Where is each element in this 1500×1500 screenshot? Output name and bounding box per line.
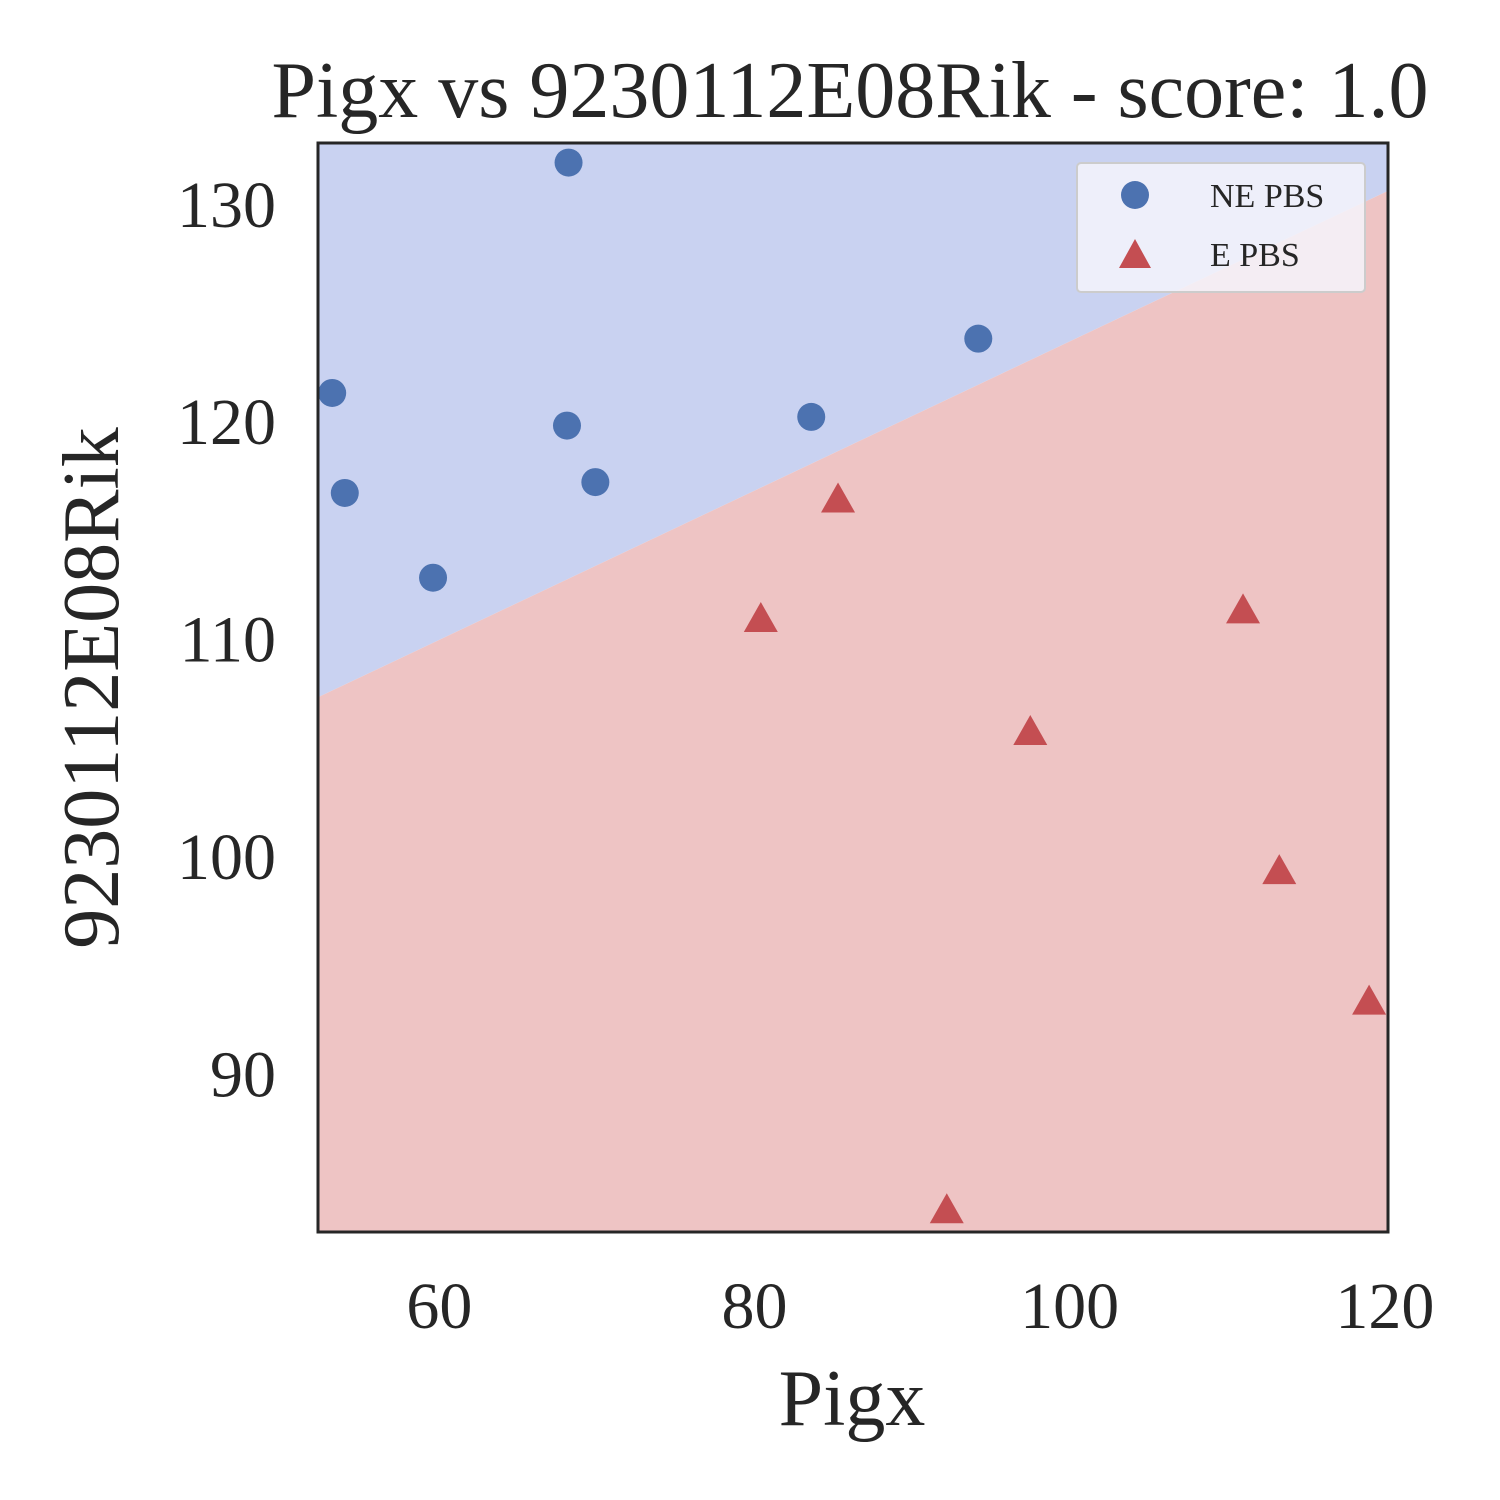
e-pbs-point-3: [1013, 715, 1048, 746]
y-axis-ticks: 90 100 110 120 130: [177, 169, 276, 1111]
y-tick-label-90: 90: [210, 1038, 276, 1111]
y-tick-label-120: 120: [177, 386, 276, 459]
data-points: [318, 148, 1387, 1224]
x-tick-label-120: 120: [1335, 1270, 1434, 1343]
x-axis-ticks: 60 80 100 120: [406, 1270, 1434, 1343]
y-axis-label: 9230112E08Rik: [48, 427, 136, 948]
ne-pbs-point-6: [797, 402, 826, 431]
legend: NE PBS E PBS: [1076, 162, 1366, 293]
e-pbs-point-6: [929, 1193, 964, 1224]
e-pbs-point-4: [1262, 854, 1297, 885]
decision-regions: [318, 143, 1388, 1233]
ne-pbs-point-2: [330, 478, 359, 507]
ne-pbs-point-7: [964, 324, 993, 353]
ne-pbs-point-4: [581, 468, 610, 497]
x-tick-label-60: 60: [406, 1270, 472, 1343]
ne-pbs-point-5: [419, 563, 448, 592]
e-pbs-point-1: [743, 602, 778, 633]
plot-frame: [316, 141, 1390, 1234]
y-tick-label-110: 110: [179, 604, 276, 677]
e-pbs-point-0: [821, 482, 856, 513]
x-axis-label: Pigx: [779, 1355, 926, 1443]
legend-label-e-pbs: E PBS: [1210, 237, 1300, 274]
e-pbs-point-5: [1352, 984, 1387, 1015]
y-tick-label-130: 130: [177, 169, 276, 242]
x-tick-label-80: 80: [722, 1270, 788, 1343]
x-tick-label-100: 100: [1020, 1270, 1119, 1343]
y-tick-label-100: 100: [177, 821, 276, 894]
e-pbs-point-2: [1226, 593, 1261, 624]
chart-title: Pigx vs 9230112E08Rik - score: 1.0: [272, 47, 1429, 135]
ne-pbs-point-0: [554, 148, 583, 177]
legend-marker-e-pbs: [1119, 239, 1151, 268]
ne-pbs-point-3: [552, 411, 581, 440]
legend-marker-ne-pbs: [1121, 181, 1149, 209]
ne-pbs-point-1: [318, 378, 347, 407]
e-pbs-region: [318, 190, 1388, 1233]
legend-label-ne-pbs: NE PBS: [1210, 178, 1324, 215]
legend-box: [1076, 162, 1366, 293]
